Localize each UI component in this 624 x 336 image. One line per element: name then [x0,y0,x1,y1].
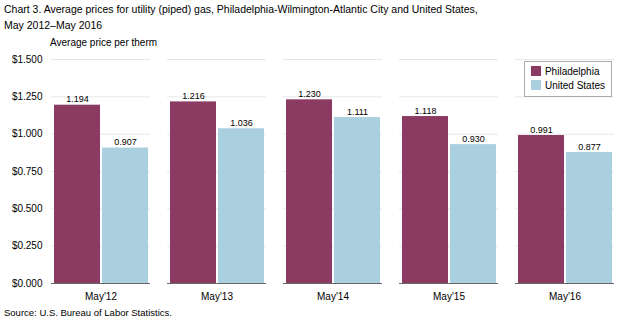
svg-text:1.118: 1.118 [415,106,437,116]
svg-text:0.877: 0.877 [578,142,601,152]
svg-text:$0.000: $0.000 [12,278,43,289]
svg-text:$1.250: $1.250 [12,91,43,102]
svg-text:0.991: 0.991 [530,125,553,135]
svg-text:May'13: May'13 [201,291,233,302]
svg-text:$0.250: $0.250 [12,241,43,252]
svg-text:0.907: 0.907 [114,137,137,147]
svg-text:1.036: 1.036 [230,118,253,128]
svg-text:May'15: May'15 [433,291,465,302]
svg-text:May'14: May'14 [317,291,349,302]
html-text:Philadelphia: Philadelphia [545,66,600,78]
html-text:May 2012–May 2016: May 2012–May 2016 [4,19,103,32]
html-text:United States: United States [545,80,605,92]
html-text:Average price per therm: Average price per therm [50,37,158,49]
svg-text:$0.500: $0.500 [12,203,43,214]
html-text:Source: U.S. Bureau of Labor S: Source: U.S. Bureau of Labor Statistics. [4,307,172,319]
svg-text:1.216: 1.216 [182,91,205,101]
svg-text:1.111: 1.111 [347,107,368,117]
svg-text:May'16: May'16 [549,291,581,302]
svg-text:0.930: 0.930 [462,134,485,144]
svg-text:1.194: 1.194 [66,94,89,104]
svg-text:$0.750: $0.750 [12,166,43,177]
svg-text:May'12: May'12 [85,291,117,302]
svg-text:$1.500: $1.500 [12,54,43,65]
svg-text:1.230: 1.230 [298,89,321,99]
svg-text:$1.000: $1.000 [12,129,43,140]
html-text:Chart 3. Average prices for ut: Chart 3. Average prices for utility (pip… [4,3,478,15]
